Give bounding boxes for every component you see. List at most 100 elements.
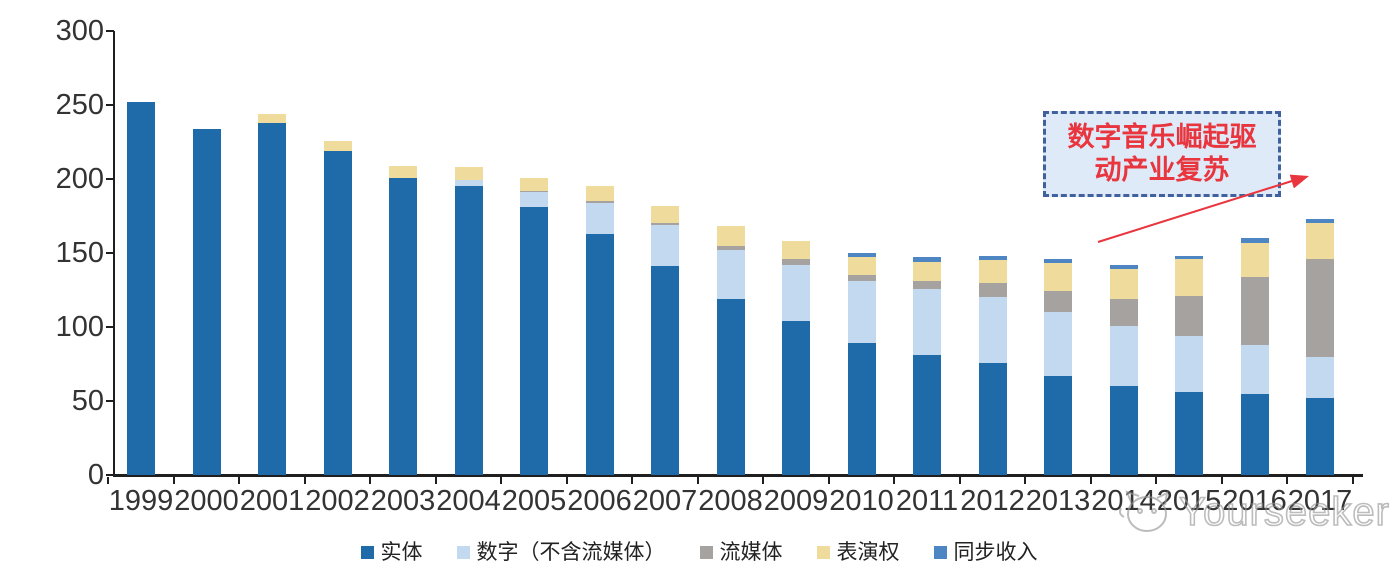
bar-segment bbox=[978, 255, 1007, 261]
legend-label: 表演权 bbox=[836, 540, 900, 564]
bar-segment bbox=[651, 266, 679, 475]
x-tick-label: 2002 bbox=[305, 485, 370, 517]
legend-swatch bbox=[360, 545, 374, 559]
bar-segment bbox=[127, 102, 155, 475]
legend-item: 表演权 bbox=[816, 540, 900, 564]
y-tick bbox=[106, 104, 114, 106]
bar-segment bbox=[323, 140, 352, 151]
annotation-callout: 数字音乐崛起驱 动产业复苏 bbox=[1043, 111, 1281, 197]
x-tick-label: 2009 bbox=[763, 485, 829, 517]
y-tick bbox=[106, 474, 114, 476]
x-tick bbox=[107, 477, 110, 484]
bar-segment bbox=[716, 250, 745, 299]
bar-segment bbox=[782, 264, 810, 322]
x-tick-label: 2010 bbox=[829, 485, 894, 517]
bar-segment bbox=[454, 180, 483, 187]
legend-swatch bbox=[816, 545, 830, 559]
x-tick-label: 2014 bbox=[1091, 485, 1156, 517]
legend-item: 流媒体 bbox=[699, 540, 783, 564]
bar-segment bbox=[847, 275, 876, 282]
bar-segment bbox=[1109, 298, 1138, 326]
bar-segment bbox=[1109, 264, 1138, 270]
x-tick bbox=[500, 477, 503, 484]
bar-segment bbox=[1175, 392, 1203, 475]
bar-segment bbox=[651, 223, 679, 225]
annotation-text-line2: 动产业复苏 bbox=[1094, 155, 1230, 186]
y-tick-label: 200 bbox=[55, 163, 104, 195]
bar-segment bbox=[1240, 242, 1269, 277]
bar-segment bbox=[1044, 258, 1072, 264]
watermark: Yourseeker bbox=[1117, 488, 1390, 536]
y-tick bbox=[106, 252, 114, 254]
x-tick-label: 2017 bbox=[1287, 485, 1353, 517]
bar-segment bbox=[585, 233, 614, 475]
legend-swatch bbox=[933, 545, 947, 559]
bar-segment bbox=[1240, 393, 1269, 475]
bar-segment bbox=[1109, 269, 1138, 299]
bar-segment bbox=[520, 177, 548, 191]
bar-segment bbox=[323, 150, 352, 475]
bar-segment bbox=[847, 281, 876, 344]
x-tick-label: 2015 bbox=[1156, 485, 1222, 517]
x-tick-label: 2005 bbox=[501, 485, 567, 517]
bar-segment bbox=[389, 165, 417, 178]
bar-segment bbox=[651, 205, 679, 224]
x-tick-label: 2016 bbox=[1222, 485, 1287, 517]
bar-segment bbox=[978, 282, 1007, 298]
bar-segment bbox=[1240, 344, 1269, 394]
bar-segment bbox=[585, 202, 614, 234]
bar-segment bbox=[847, 253, 876, 258]
y-tick bbox=[106, 30, 114, 32]
bar-segment bbox=[651, 224, 679, 267]
bar-segment bbox=[1175, 295, 1203, 336]
y-tick-label: 250 bbox=[55, 89, 104, 121]
x-tick-label: 2011 bbox=[895, 485, 959, 517]
x-tick bbox=[1155, 477, 1158, 484]
bar-segment bbox=[978, 362, 1007, 475]
legend-item: 同步收入 bbox=[933, 540, 1038, 564]
y-tick-label: 150 bbox=[55, 237, 104, 269]
bar-segment bbox=[454, 167, 483, 181]
bar-segment bbox=[389, 177, 417, 475]
x-tick bbox=[565, 477, 568, 484]
x-tick-label: 1999 bbox=[108, 485, 174, 517]
bar-segment bbox=[978, 260, 1007, 283]
bar-segment bbox=[1109, 325, 1138, 387]
bar-segment bbox=[1240, 276, 1269, 345]
bar-segment bbox=[454, 186, 483, 475]
chart-legend: 实体 数字（不含流媒体） 流媒体 表演权 同步收入 bbox=[0, 540, 1398, 564]
x-tick bbox=[696, 477, 699, 484]
x-tick-label: 2012 bbox=[960, 485, 1025, 517]
x-tick bbox=[172, 477, 175, 484]
x-axis-line bbox=[113, 474, 1363, 477]
y-tick bbox=[106, 178, 114, 180]
x-tick bbox=[1089, 477, 1092, 484]
x-tick bbox=[303, 477, 306, 484]
bar-segment bbox=[520, 190, 548, 193]
x-tick-label: 2001 bbox=[239, 485, 305, 517]
x-tick-label: 2008 bbox=[698, 485, 763, 517]
x-tick-label: 2004 bbox=[436, 485, 501, 517]
x-tick bbox=[631, 477, 634, 484]
x-tick bbox=[1220, 477, 1223, 484]
bar-segment bbox=[520, 192, 548, 208]
y-tick bbox=[106, 400, 114, 402]
y-tick-label: 100 bbox=[55, 311, 104, 343]
bar-segment bbox=[1306, 356, 1334, 399]
bar-segment bbox=[913, 355, 941, 475]
bar-segment bbox=[1044, 375, 1072, 475]
bar-segment bbox=[1109, 386, 1138, 475]
bar-segment bbox=[1306, 223, 1334, 259]
bar-segment bbox=[782, 321, 810, 475]
x-tick bbox=[1024, 477, 1027, 484]
x-tick-label: 2000 bbox=[174, 485, 239, 517]
watermark-text: Yourseeker bbox=[1178, 489, 1390, 535]
x-tick-label: 2013 bbox=[1025, 485, 1091, 517]
bar-segment bbox=[847, 343, 876, 475]
y-tick-label: 300 bbox=[55, 15, 104, 47]
bar-segment bbox=[913, 281, 941, 289]
x-tick bbox=[1351, 477, 1354, 484]
y-tick-label: 50 bbox=[71, 385, 104, 417]
bar-segment bbox=[1306, 398, 1334, 475]
bar-segment bbox=[913, 288, 941, 356]
